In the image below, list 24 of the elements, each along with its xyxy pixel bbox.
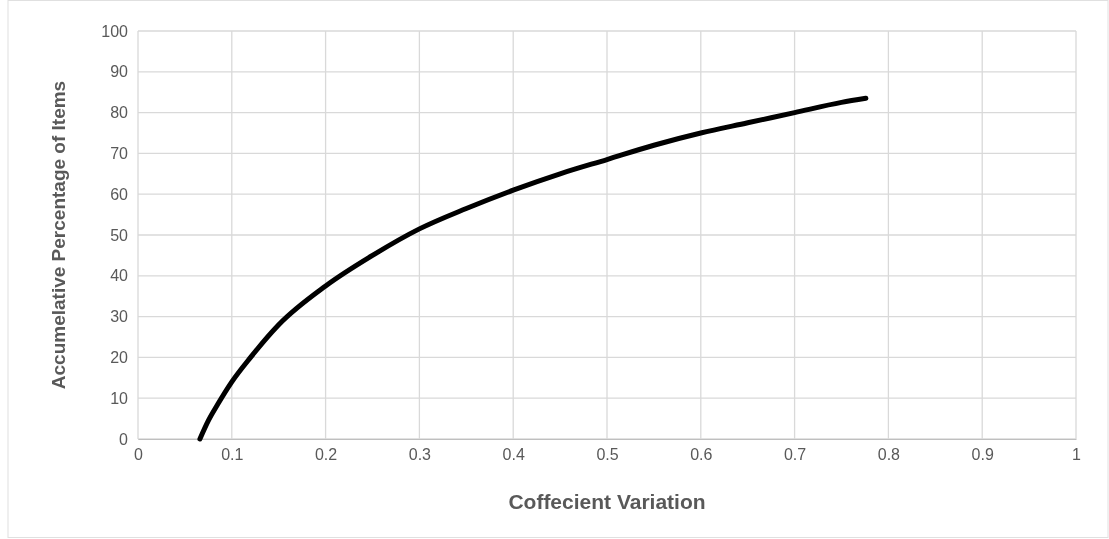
x-tick-label: 0.1 xyxy=(221,446,244,464)
x-tick-label: 0.6 xyxy=(690,446,713,464)
x-tick-label: 0.2 xyxy=(314,446,338,464)
y-tick-label: 40 xyxy=(110,267,129,285)
y-tick-label: 100 xyxy=(101,22,129,40)
y-tick-label: 90 xyxy=(110,63,129,81)
y-tick-label: 0 xyxy=(119,430,129,448)
x-tick-label: 0.5 xyxy=(596,446,619,464)
y-tick-label: 50 xyxy=(110,226,129,244)
y-tick-label: 30 xyxy=(110,308,129,326)
y-tick-label: 80 xyxy=(110,104,129,122)
x-tick-label: 0.3 xyxy=(408,446,432,464)
y-tick-label: 10 xyxy=(110,389,129,407)
x-tick-label: 0 xyxy=(134,446,144,464)
x-axis-title: Coffecient Variation xyxy=(508,490,706,513)
y-axis-title: Accumelative Percentage of Items xyxy=(48,80,69,390)
x-tick-label: 1 xyxy=(1072,446,1082,464)
y-tick-label: 20 xyxy=(110,349,129,367)
x-tick-label: 0.7 xyxy=(783,446,807,464)
y-tick-label: 70 xyxy=(110,145,129,163)
y-tick-label: 60 xyxy=(110,185,129,203)
x-tick-label: 0.4 xyxy=(502,446,525,464)
x-tick-label: 0.9 xyxy=(971,446,994,464)
x-tick-label: 0.8 xyxy=(877,446,901,464)
